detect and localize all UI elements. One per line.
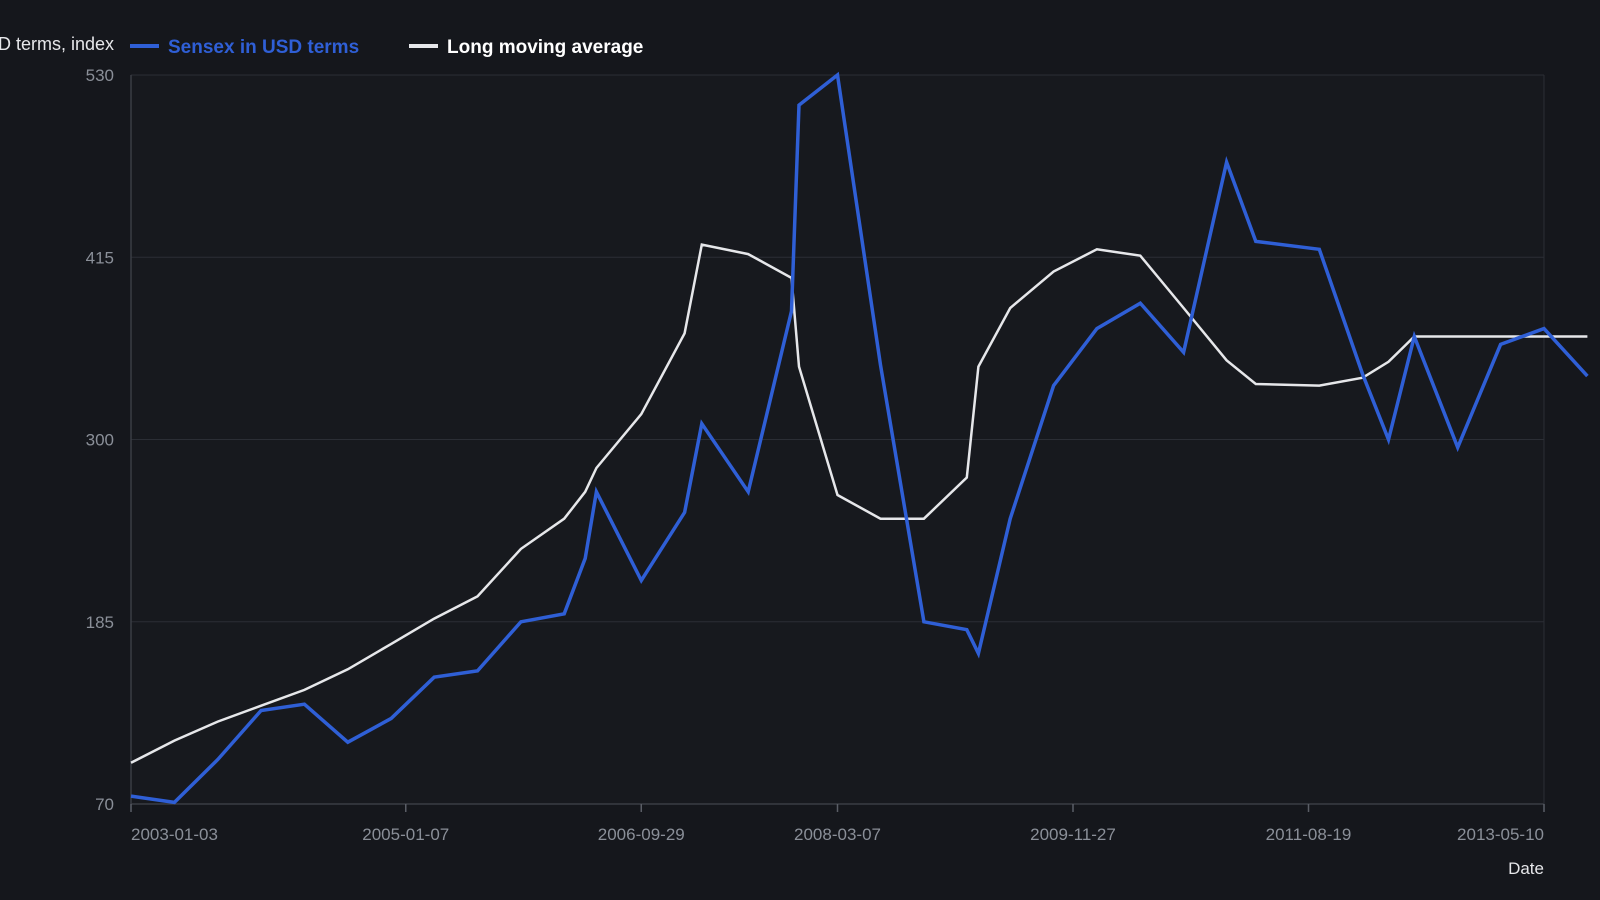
x-tick-label: 2003-01-03 — [131, 825, 218, 844]
y-tick-label: 415 — [86, 248, 114, 267]
series-line-moving-average — [130, 243, 1588, 764]
series-lines — [130, 71, 1589, 805]
legend: D terms, index Sensex in USD terms Long … — [0, 34, 643, 58]
x-tick-label: 2008-03-07 — [794, 825, 881, 844]
legend-label-moving-average: Long moving average — [447, 37, 643, 58]
series-line-sensex — [130, 71, 1589, 805]
x-tick-label: 2006-09-29 — [598, 825, 685, 844]
x-tick-label: 2013-05-10 — [1457, 825, 1544, 844]
x-axis-title: Date — [1508, 859, 1544, 878]
y-tick-label: 300 — [86, 431, 114, 450]
x-tick-label: 2005-01-07 — [362, 825, 449, 844]
y-axis-title-fragment: D terms, index — [0, 34, 114, 54]
legend-item-sensex[interactable]: Sensex in USD terms — [130, 37, 359, 58]
legend-item-moving-average[interactable]: Long moving average — [409, 37, 643, 58]
y-axis-ticks: 530 415 300 185 70 — [86, 66, 114, 814]
legend-label-sensex: Sensex in USD terms — [168, 37, 359, 58]
x-tick-label: 2011-08-19 — [1266, 825, 1352, 844]
x-axis-ticks: 2003-01-03 2005-01-07 2006-09-29 2008-03-07… — [130, 804, 1545, 844]
y-tick-label: 185 — [86, 613, 114, 632]
x-tick-label: 2009-11-27 — [1030, 825, 1116, 844]
y-tick-label: 70 — [95, 795, 114, 814]
y-tick-label: 530 — [86, 66, 114, 85]
